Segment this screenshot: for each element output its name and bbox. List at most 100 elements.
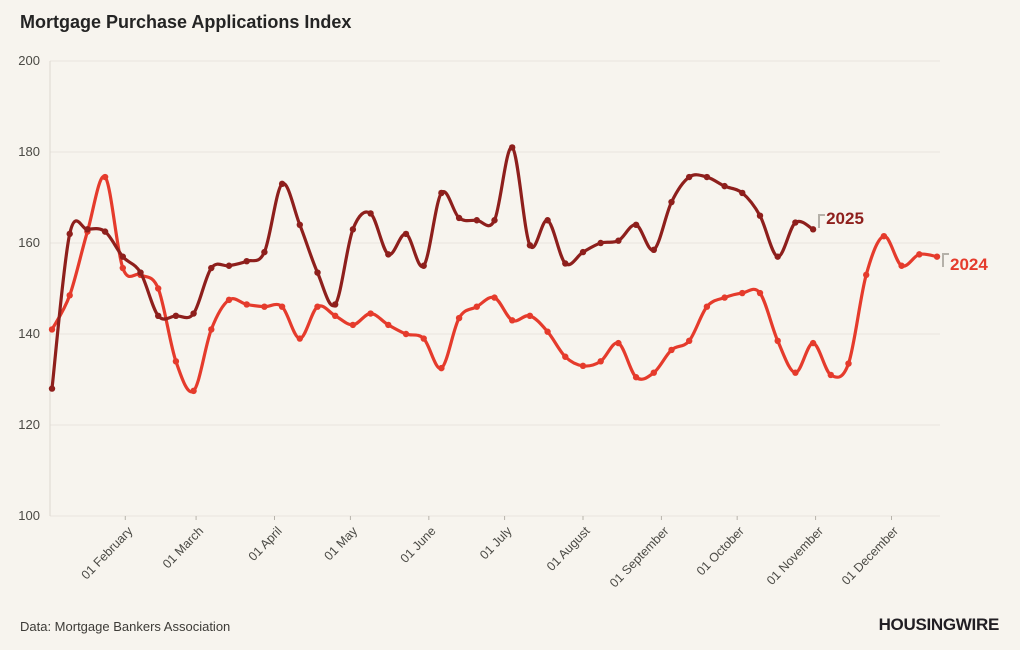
data-point-2024 [208, 326, 215, 333]
data-point-2025 [101, 228, 109, 235]
data-point-2024 [402, 330, 410, 338]
data-point-2024 [615, 339, 622, 347]
data-point-2025 [579, 248, 587, 256]
data-point-2025 [792, 219, 799, 226]
data-point-2024 [827, 371, 834, 379]
data-point-2025 [137, 269, 144, 276]
data-point-2025 [509, 144, 516, 151]
data-point-2024 [916, 251, 923, 258]
data-point-2025 [774, 253, 781, 260]
data-point-2025 [615, 237, 622, 244]
data-point-2024 [792, 369, 799, 376]
data-point-2024 [243, 301, 250, 308]
data-point-2024 [739, 289, 746, 297]
data-point-2025 [349, 226, 357, 233]
data-point-2024 [632, 374, 640, 381]
data-point-2025 [385, 251, 392, 258]
data-point-2024 [455, 314, 463, 322]
data-point-2025 [544, 217, 551, 224]
data-point-2025 [66, 230, 73, 238]
data-point-2025 [225, 262, 233, 269]
source-note: Data: Mortgage Bankers Association [20, 619, 231, 634]
data-point-2024 [349, 321, 357, 329]
data-point-2024 [420, 335, 427, 342]
data-point-2024 [898, 262, 905, 269]
data-point-2024 [155, 285, 162, 292]
data-point-2025 [208, 264, 215, 272]
data-point-2024 [101, 173, 109, 181]
data-point-2024 [562, 353, 569, 360]
series-end-bracket-2024 [942, 252, 949, 267]
y-tick-label: 100 [18, 508, 40, 523]
data-point-2024 [119, 264, 127, 272]
data-point-2024 [526, 312, 534, 319]
data-point-2024 [809, 339, 817, 347]
data-point-2024 [48, 326, 56, 333]
data-point-2024 [721, 294, 728, 301]
data-point-2024 [66, 292, 73, 299]
data-point-2025 [597, 239, 604, 247]
data-point-2025 [243, 258, 250, 265]
data-point-2024 [367, 310, 374, 317]
data-point-2025 [332, 301, 339, 308]
data-point-2024 [845, 360, 852, 367]
data-point-2025 [473, 217, 480, 224]
data-point-2025 [491, 217, 498, 224]
data-point-2025 [686, 173, 693, 181]
data-point-2025 [402, 230, 410, 238]
data-point-2024 [863, 271, 870, 279]
data-point-2025 [314, 269, 321, 276]
data-point-2024 [597, 358, 604, 365]
data-point-2024 [491, 294, 498, 301]
y-tick-label: 180 [18, 144, 40, 159]
data-point-2024 [332, 312, 339, 319]
data-point-2025 [703, 173, 711, 181]
data-point-2025 [650, 246, 657, 254]
data-point-2024 [650, 369, 657, 376]
data-point-2025 [119, 253, 127, 260]
y-tick-label: 140 [18, 326, 40, 341]
data-point-2024 [933, 253, 941, 260]
series-end-bracket-2025 [818, 214, 826, 229]
data-point-2025 [455, 214, 463, 222]
data-point-2024 [278, 303, 286, 310]
data-point-2024 [385, 321, 392, 329]
data-point-2024 [261, 303, 268, 310]
data-point-2025 [190, 310, 197, 317]
data-point-2024 [544, 328, 551, 335]
data-point-2024 [225, 296, 233, 304]
data-point-2024 [579, 362, 587, 370]
data-point-2025 [261, 248, 268, 256]
y-tick-label: 200 [18, 53, 40, 68]
data-point-2025 [739, 189, 746, 197]
series-line-2025 [50, 145, 815, 391]
data-point-2025 [721, 182, 728, 190]
data-point-2024 [509, 317, 516, 324]
data-point-2024 [172, 358, 180, 365]
data-point-2025 [756, 212, 764, 219]
y-tick-label: 160 [18, 235, 40, 250]
housingwire-logo: HOUSINGWIRE [878, 615, 1000, 634]
series-line-2024 [50, 175, 939, 394]
data-point-2025 [155, 312, 162, 319]
data-point-2025 [809, 226, 817, 233]
data-point-2024 [756, 289, 764, 297]
data-point-2025 [668, 198, 675, 206]
data-point-2025 [632, 221, 640, 228]
data-point-2024 [686, 337, 693, 345]
data-point-2025 [48, 385, 56, 392]
page-title: Mortgage Purchase Applications Index [20, 12, 352, 32]
data-point-2025 [420, 262, 427, 269]
data-point-2024 [473, 303, 480, 310]
data-point-2024 [438, 364, 445, 372]
data-point-2024 [703, 303, 711, 310]
y-tick-label: 120 [18, 417, 40, 432]
data-point-2024 [296, 335, 303, 342]
data-point-2025 [84, 226, 91, 233]
data-point-2024 [880, 232, 888, 240]
series-label-2025: 2025 [826, 209, 864, 229]
data-point-2024 [314, 303, 321, 310]
data-point-2025 [278, 180, 286, 188]
